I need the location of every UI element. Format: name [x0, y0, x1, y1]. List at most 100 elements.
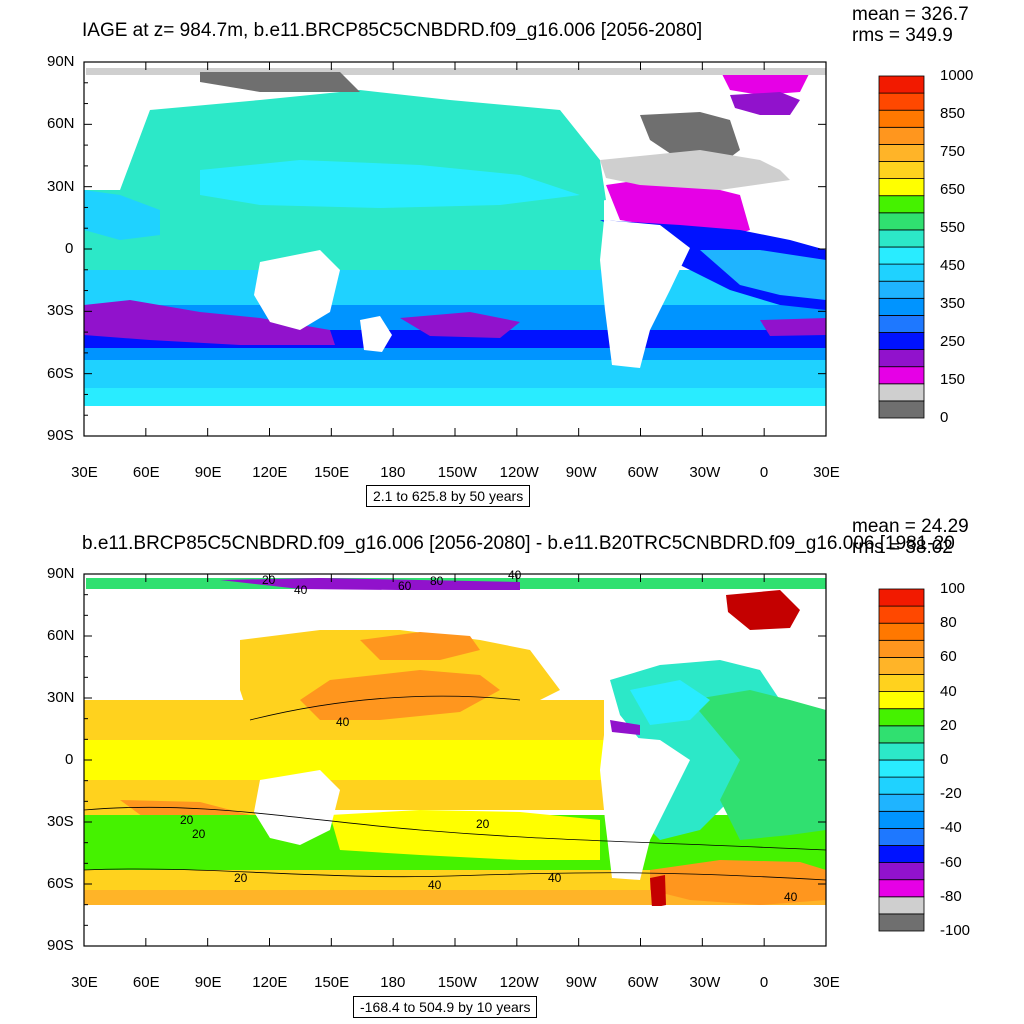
plot1-colorbar-label: 0 — [940, 409, 949, 426]
plot1-xtick-label: 90E — [194, 464, 222, 481]
plot1-colorbar-label: 1000 — [940, 67, 974, 84]
plot2-atlantic-green — [690, 690, 826, 840]
plot1-colorbar-box — [878, 229, 925, 248]
plot2-colorbar-box — [878, 605, 925, 624]
plot2-colorbar-box — [878, 708, 925, 727]
plot1-xtick-label: 150W — [437, 464, 477, 481]
plot1-colorbar-label: 250 — [940, 333, 966, 350]
plot2-colorbar-box — [878, 793, 925, 812]
plot2-npac-orange2 — [360, 632, 480, 660]
plot2-xtick-label: 60W — [627, 974, 659, 991]
plot2-colorbar-box — [878, 862, 925, 881]
plot1-xtick-label: 180 — [380, 464, 406, 481]
plot1-xtick-label: 120W — [499, 464, 539, 481]
plot1-colorbar-label: 650 — [940, 181, 966, 198]
plot2-xtick-label: 150W — [437, 974, 477, 991]
plot2-colorbar-box — [878, 691, 925, 710]
plot2-south-america — [600, 735, 690, 880]
plot2-colorbar-label: 80 — [940, 614, 957, 632]
plot1-colorbar-label: 550 — [940, 219, 966, 236]
plot2-colorbar-box — [878, 828, 925, 846]
plot2-xtick-label: 90W — [565, 974, 597, 991]
plot2-antarctica — [84, 906, 826, 946]
plot1-xtick-label: 60W — [627, 464, 659, 481]
plot2-npac-orange — [300, 670, 500, 720]
plot2-ytick-label: 60N — [47, 627, 75, 644]
plot1-atlantic-gyre — [760, 318, 826, 336]
plot1-south-america — [600, 220, 690, 368]
plot2-colorbar-box — [878, 913, 925, 932]
plot1-ytick-label: 60N — [47, 115, 75, 133]
plot1-atlantic-dark — [640, 112, 740, 165]
plot1-colorbar-label: 850 — [940, 105, 966, 122]
plot2-contour-1 — [83, 806, 827, 851]
plot2-colorbar-box — [878, 674, 925, 693]
plot1-colorbar-box — [878, 366, 925, 385]
plot2-colorbar-label: 0 — [940, 751, 949, 768]
plot1-colorbar-box — [878, 178, 925, 197]
plot1-colorbar-box — [878, 297, 925, 316]
plot2-xtick-label: 120W — [499, 974, 539, 991]
plot1-atlantic-magenta — [606, 180, 750, 240]
plot1-atlantic-grey — [600, 150, 790, 190]
plot2-colorbar-box — [878, 879, 925, 898]
plot1-band-60s — [84, 360, 826, 390]
plot2-band-65s — [84, 890, 826, 905]
plot1-colorbar-label: 150 — [940, 371, 966, 388]
plot1-colorbar-box — [878, 383, 925, 402]
plot1-colorbar-label: 750 — [940, 143, 966, 160]
plot1-rms: rms = 349.9 — [852, 25, 953, 46]
plot2-colorbar-box — [878, 759, 925, 778]
plot1-colorbar-box — [878, 400, 925, 419]
plot2-ytick-label: 0 — [65, 751, 74, 768]
plot2-contour-label: 20 — [180, 813, 194, 827]
plot2-colorbar-box — [878, 810, 925, 829]
plot1-colorbar-box — [878, 126, 925, 145]
plot2-contour-label: 20 — [476, 817, 490, 831]
plot2-contour-label: 40 — [784, 890, 798, 904]
plot2-xtick-label: 120E — [252, 974, 288, 991]
plot1-colorbar-box — [878, 92, 925, 111]
plot2-title: b.e11.BRCP85C5CNBDRD.f09_g16.006 [2056-2… — [82, 533, 955, 554]
plot2-nordic-red — [726, 590, 800, 630]
plot1-indian-north — [84, 190, 160, 240]
plot1-xtick-label: 60E — [132, 464, 160, 481]
plot1-colorbar-box — [878, 143, 925, 162]
plot2-colorbar-box — [878, 588, 925, 607]
plot1-colorbar-box — [878, 75, 925, 94]
plot1-title: IAGE at z= 984.7m, b.e11.BRCP85C5CNBDRD.… — [82, 20, 703, 41]
plot2-colorbar-label: -20 — [940, 785, 962, 803]
plot1-band-65s — [84, 388, 826, 406]
plot1-ytick-label: 30S — [47, 302, 74, 320]
plot1-colorbar-box — [878, 314, 925, 333]
plot2-colorbar-label: 20 — [940, 716, 957, 734]
plot2-mean: mean = 24.29 — [852, 516, 969, 537]
plot1-arctic-dark — [200, 72, 360, 92]
plot2-colorbar-box — [878, 657, 925, 675]
plot2-colorbar-label: -60 — [940, 853, 962, 871]
plot1-ytick-label: 60S — [47, 364, 74, 382]
plot2-contour-label: 20 — [192, 827, 206, 841]
plot2-contour-label: 40 — [336, 715, 350, 729]
plot2-contour-label: 40 — [428, 878, 442, 892]
plot2-xtick-label: 90E — [194, 974, 222, 991]
plot2-contour-label: 60 — [398, 579, 412, 593]
plot2-gulf-stream — [630, 680, 710, 725]
plot2-xtick-label: 180 — [380, 974, 406, 991]
plot1-pacific-gyre — [400, 312, 520, 338]
plot2-contour-label: 80 — [430, 574, 444, 588]
plot2-drake-red — [650, 875, 666, 908]
plot2-rms: rms = 38.02 — [852, 537, 953, 558]
plot2-contour-label: 40 — [294, 583, 308, 597]
plot1-atlantic-cyan — [700, 250, 826, 300]
plot1-xtick-label: 150E — [314, 464, 350, 481]
plot2-ytick-label: 30S — [47, 813, 74, 830]
plot2-spac-yellow — [330, 810, 600, 860]
plot2-colorbar-box — [878, 776, 925, 795]
plot1-xtick-label: 30E — [813, 464, 840, 481]
plot2-colorbar-box — [878, 622, 925, 641]
plot2-colorbar-box — [878, 845, 925, 864]
plot2-ytick-label: 90N — [47, 565, 75, 582]
plot2-xtick-label: 150E — [314, 974, 350, 991]
